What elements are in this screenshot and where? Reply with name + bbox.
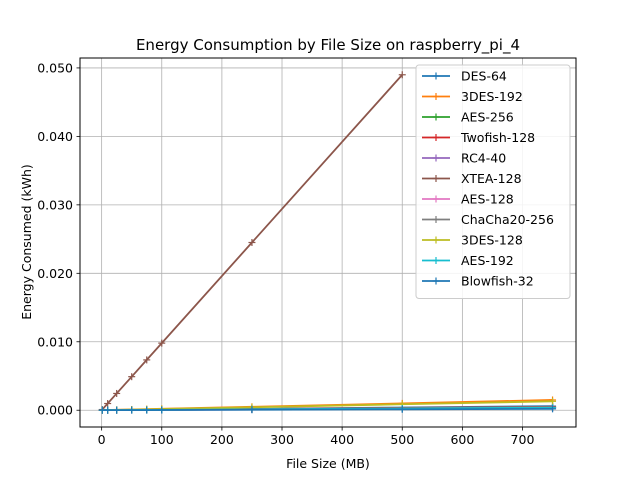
legend-label: AES-128 xyxy=(461,192,514,207)
legend-marker xyxy=(432,93,440,100)
legend-entry: XTEA-128 xyxy=(422,171,522,186)
y-tick-label: 0.010 xyxy=(37,334,73,349)
data-point xyxy=(549,397,557,405)
legend-entry: RC4-40 xyxy=(422,151,506,166)
legend-label: XTEA-128 xyxy=(461,171,522,186)
series-xtea-128 xyxy=(98,71,406,414)
data-point xyxy=(143,356,151,364)
x-tick-label: 700 xyxy=(511,432,535,447)
data-point xyxy=(113,406,121,414)
x-tick-label: 400 xyxy=(330,432,354,447)
legend-frame xyxy=(415,64,571,299)
legend-label: Twofish-128 xyxy=(460,130,535,145)
legend-entry: 3DES-128 xyxy=(422,233,523,248)
legend-marker xyxy=(432,257,440,264)
legend-marker xyxy=(432,72,440,80)
x-tick-label: 100 xyxy=(150,432,174,447)
legend-marker xyxy=(432,134,440,141)
x-tick-label: 600 xyxy=(450,432,474,447)
legend-entry: Twofish-128 xyxy=(422,130,535,145)
y-tick-label: 0.040 xyxy=(37,129,73,144)
legend-marker xyxy=(432,113,440,121)
data-point xyxy=(128,406,136,414)
data-point xyxy=(549,405,557,413)
x-axis-label: File Size (MB) xyxy=(286,456,370,471)
y-tick-label: 0.000 xyxy=(37,403,73,418)
legend-entry: ChaCha20-256 xyxy=(422,212,554,227)
legend-label: AES-256 xyxy=(461,110,514,125)
legend-label: ChaCha20-256 xyxy=(461,212,554,227)
legend-label: 3DES-128 xyxy=(461,233,523,248)
legend-entry: AES-256 xyxy=(422,110,514,125)
plot-frame xyxy=(79,57,577,428)
data-point xyxy=(128,373,136,381)
legend-entry: 3DES-192 xyxy=(422,89,523,104)
legend-entry: DES-64 xyxy=(422,69,507,84)
x-tick-label: 0 xyxy=(98,432,106,447)
legend-marker xyxy=(432,277,440,285)
legend-marker xyxy=(432,216,440,223)
chart-title: Energy Consumption by File Size on raspb… xyxy=(136,36,520,55)
x-axis: 0 100 200 300 400 500 600 700 xyxy=(98,427,535,447)
data-point xyxy=(398,71,406,79)
y-tick-label: 0.030 xyxy=(37,197,73,212)
legend-label: 3DES-192 xyxy=(461,89,523,104)
x-tick-label: 300 xyxy=(270,432,294,447)
data-point xyxy=(113,389,121,397)
data-point xyxy=(104,406,112,414)
x-tick-label: 500 xyxy=(390,432,414,447)
legend: DES-64 3DES-192 AES-256 Twofish-128 RC4-40 XT… xyxy=(415,64,571,299)
y-axis-label: Energy Consumed (kWh) xyxy=(19,164,34,320)
data-point xyxy=(158,339,166,347)
data-point xyxy=(143,406,151,414)
data-point xyxy=(398,405,406,413)
y-tick-label: 0.020 xyxy=(37,266,73,281)
y-tick-label: 0.050 xyxy=(37,60,73,75)
legend-label: AES-192 xyxy=(461,253,514,268)
data-point xyxy=(104,400,112,408)
legend-marker xyxy=(432,154,440,162)
legend-label: DES-64 xyxy=(461,69,507,84)
legend-label: Blowfish-32 xyxy=(461,274,534,289)
legend-entry: Blowfish-32 xyxy=(422,274,534,289)
legend-entry: AES-128 xyxy=(422,192,514,207)
legend-marker xyxy=(432,236,440,244)
legend-label: RC4-40 xyxy=(461,151,506,166)
data-point xyxy=(158,406,166,414)
data-point xyxy=(248,239,256,246)
series-blowfish-32 xyxy=(98,405,557,414)
legend-marker xyxy=(432,195,440,203)
legend-marker xyxy=(432,175,440,182)
x-tick-label: 200 xyxy=(210,432,234,447)
legend-entry: AES-192 xyxy=(422,253,514,268)
y-axis: 0.000 0.010 0.020 0.030 0.040 0.050 xyxy=(37,60,80,418)
series-line xyxy=(101,74,403,411)
series-layer xyxy=(98,71,557,414)
data-point xyxy=(248,406,256,414)
